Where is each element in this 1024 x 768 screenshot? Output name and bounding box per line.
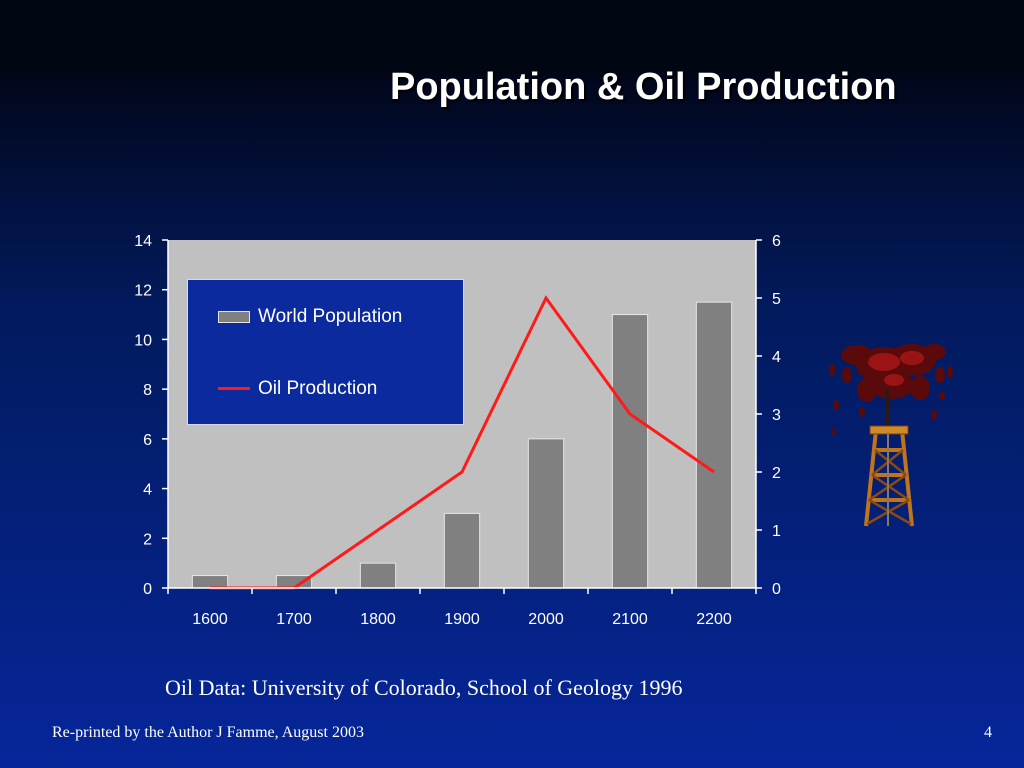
x-tick-label-2100: 2100 [612,611,648,628]
left-tick-label: 10 [134,332,152,349]
left-tick-label: 4 [143,482,152,499]
right-tick-label: 1 [772,523,781,540]
left-tick-label: 8 [143,382,152,399]
oil-derrick-icon [829,344,953,527]
page-number: 4 [984,724,992,741]
right-tick-label: 2 [772,465,781,482]
left-tick-label: 2 [143,531,152,548]
right-tick-label: 0 [772,581,781,598]
population-bar-2000 [527,438,565,589]
left-tick-label: 0 [143,581,152,598]
population-bar-1700 [275,575,313,589]
x-tick-label-2200: 2200 [696,611,732,628]
x-tick-label-1900: 1900 [444,611,480,628]
legend-label-population: World Population [258,306,403,327]
source-note: Oil Data: University of Colorado, School… [165,675,683,700]
left-tick-label: 6 [143,432,152,449]
population-bar-2200 [695,301,733,589]
title-band [0,0,1024,76]
population-bar-2100 [611,314,649,589]
legend-swatch-population [218,311,250,323]
x-tick-label-1800: 1800 [360,611,396,628]
legend-swatch-oil [218,387,250,390]
x-tick-label-1700: 1700 [276,611,312,628]
slide-title: Population & Oil Production [390,66,897,108]
legend-label-oil: Oil Production [258,378,378,399]
chart-legend: World Population Oil Production [187,279,464,425]
footer-credit: Re-printed by the Author J Famme, August… [52,724,364,741]
right-tick-label: 6 [772,233,781,250]
right-tick-label: 5 [772,291,781,308]
right-tick-label: 4 [772,349,781,366]
x-tick-label-2000: 2000 [528,611,564,628]
left-tick-label: 14 [134,233,152,250]
population-bar-1800 [359,562,397,589]
left-tick-label: 12 [134,283,152,300]
x-tick-label-1600: 1600 [192,611,228,628]
right-tick-label: 3 [772,407,781,424]
population-bar-1900 [443,512,481,589]
population-bar-1600 [191,575,229,589]
